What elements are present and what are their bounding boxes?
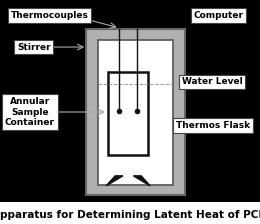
Text: Apparatus for Determining Latent Heat of PCM: Apparatus for Determining Latent Heat of… — [0, 210, 260, 220]
Text: Thermocouples: Thermocouples — [10, 11, 88, 20]
Bar — [108, 72, 148, 155]
Polygon shape — [106, 176, 123, 186]
Bar — [98, 40, 173, 185]
Bar — [86, 29, 185, 195]
Text: Computer: Computer — [193, 11, 243, 20]
Polygon shape — [133, 176, 150, 186]
Text: Stirrer: Stirrer — [17, 43, 51, 52]
Text: Water Level: Water Level — [181, 77, 242, 86]
Text: Annular
Sample
Container: Annular Sample Container — [5, 97, 55, 127]
Text: Thermos Flask: Thermos Flask — [176, 121, 250, 130]
Bar — [0, 202, 260, 224]
